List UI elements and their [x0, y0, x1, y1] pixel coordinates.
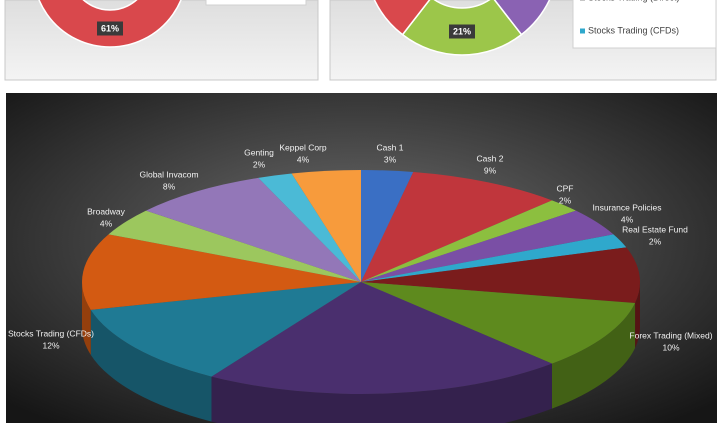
slice-label: Genting [244, 147, 274, 157]
donut-chart: 61% [38, 0, 307, 48]
slice-label: Forex Trading (Mixed) [629, 330, 712, 340]
data-label: 61% [101, 23, 119, 33]
slice-label: Keppel Corp [279, 142, 327, 152]
pie-slice [258, 173, 361, 282]
pie-slice [361, 282, 636, 364]
pie-slice [361, 170, 414, 282]
pie-slice [90, 282, 362, 377]
data-label-box [97, 21, 123, 36]
slice-label: Real Estate Fund [622, 224, 688, 234]
slice-value: 2% [649, 236, 662, 246]
pie-chart: Cash 1 3% Cash 2 9% CPF 2% Insurance Policies 4… [8, 142, 713, 423]
slice-value: 3% [384, 154, 397, 164]
pie-slice [361, 247, 640, 303]
legend-marker [580, 0, 585, 1]
slice-value: 12% [42, 340, 59, 350]
slice-value: 4% [621, 214, 634, 224]
slice-value: 10% [662, 342, 679, 352]
slice-label: Broadway [87, 206, 126, 216]
slice-value: 9% [484, 165, 497, 175]
slice-value: 4% [297, 154, 310, 164]
slice-value: 2% [253, 159, 266, 169]
pie-slice [361, 171, 552, 282]
legend-label: Stocks Trading (CFDs) [588, 25, 679, 35]
donut-segment [373, 0, 431, 36]
legend-label: Stocks Trading (Direct) [588, 0, 680, 2]
pie-slice [81, 234, 361, 310]
slice-value: 4% [100, 218, 113, 228]
legend-box [572, 0, 716, 49]
data-label: 21% [453, 26, 471, 36]
pie-slice [291, 170, 361, 282]
slice-side [90, 309, 212, 422]
slice-label: Stocks Trading (CFDs) [8, 328, 94, 338]
pie-slice [108, 210, 361, 282]
slice-value: 2% [559, 195, 572, 205]
slice-label: Cash 2 [477, 153, 504, 163]
slice-side [635, 282, 640, 348]
slice-value: 8% [163, 181, 176, 191]
donut-chart: 21% Stocks Trading (Direct) Stocks Trading… [373, 0, 716, 56]
pie-slice [211, 282, 552, 394]
slice-label: CPF [557, 183, 574, 193]
slice-side [82, 282, 91, 355]
pie-slice [361, 234, 627, 282]
slice-label: Insurance Policies [593, 202, 662, 212]
legend-marker [580, 28, 585, 34]
slice-label: Global Invacom [139, 169, 198, 179]
slice-side [551, 302, 636, 409]
pie-slice [146, 177, 361, 282]
slice-side [211, 363, 552, 423]
data-label-box [449, 24, 475, 39]
slice-label: Cash 1 [377, 142, 404, 152]
pie-slice [361, 210, 614, 282]
legend-box [205, 0, 307, 6]
pie-slice [361, 200, 576, 282]
